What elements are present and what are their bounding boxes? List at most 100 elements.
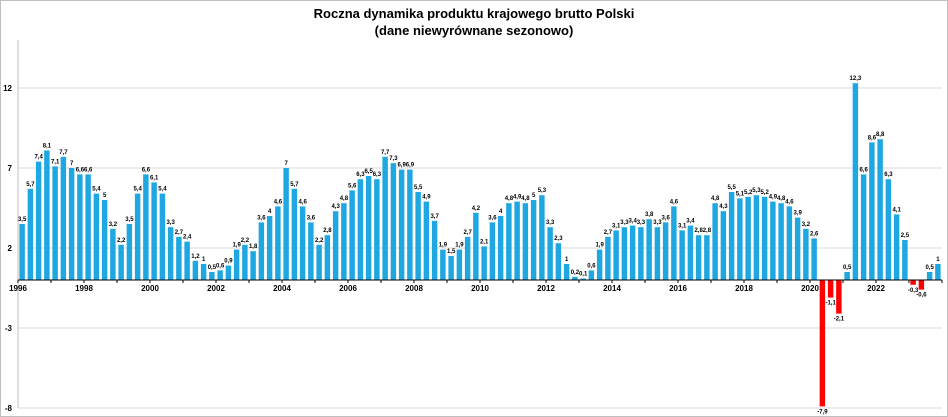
data-label: 1,2 (191, 254, 200, 260)
bar (217, 270, 223, 280)
bar (118, 244, 124, 280)
data-label: 2,8 (703, 228, 712, 234)
data-label: 4,1 (892, 207, 901, 213)
data-label: 4,9 (422, 195, 431, 201)
bar (679, 230, 685, 280)
bar (885, 179, 892, 280)
bar (819, 280, 826, 407)
x-tick-label: 2020 (801, 284, 819, 293)
bar (621, 227, 628, 280)
data-label: 5,4 (133, 187, 142, 193)
data-label: 8,8 (876, 132, 885, 138)
bar (242, 244, 248, 280)
data-label: 6,1 (150, 175, 159, 181)
bar (712, 203, 718, 280)
bar (134, 193, 141, 280)
bar (572, 276, 578, 280)
bar (654, 227, 661, 280)
bar (687, 225, 694, 280)
bar (728, 192, 735, 280)
bar (563, 264, 570, 280)
bar (539, 195, 545, 280)
bar (893, 214, 900, 280)
bar (662, 222, 669, 280)
x-tick-label: 2008 (405, 284, 423, 293)
bar (720, 211, 727, 280)
bar (555, 243, 562, 280)
bar (151, 182, 157, 280)
bar (93, 193, 100, 280)
bar (588, 270, 595, 280)
data-label: 2,8 (323, 228, 332, 234)
x-tick-label: 2006 (339, 284, 357, 293)
data-label: 4,2 (472, 206, 481, 212)
data-label: 5,3 (538, 188, 547, 194)
bar (225, 265, 232, 280)
data-label: 2,7 (604, 230, 613, 236)
bar (192, 260, 199, 280)
bar (283, 168, 289, 280)
data-label: 3,3 (653, 220, 662, 226)
bar (605, 236, 611, 280)
data-label: 1 (565, 257, 569, 263)
data-label: 6,6 (142, 167, 151, 173)
data-label: -7,9 (817, 409, 828, 415)
data-label: 4,3 (331, 204, 340, 210)
data-label: 3,6 (488, 215, 497, 221)
bar (291, 188, 298, 280)
data-label: 3,9 (793, 211, 802, 217)
data-label: 4 (499, 209, 503, 215)
x-tick-label: 2004 (273, 284, 291, 293)
data-label: 1 (936, 257, 940, 263)
bar (44, 150, 50, 280)
bar (935, 264, 941, 280)
data-label: 4,9 (769, 195, 778, 201)
bar (770, 201, 776, 280)
data-label: 0,2 (571, 270, 580, 276)
data-label: 6,3 (373, 172, 382, 178)
bar (299, 206, 306, 280)
data-label: -2,1 (834, 317, 845, 323)
data-label: 3,7 (430, 214, 439, 220)
data-label: 2,5 (901, 233, 910, 239)
bar (704, 235, 710, 280)
bar (761, 196, 768, 280)
data-label: 0,6 (216, 263, 225, 269)
bar (481, 246, 487, 280)
data-label: 3,6 (257, 215, 266, 221)
y-tick-label: 12 (3, 84, 12, 93)
data-label: 5,4 (92, 187, 101, 193)
bar (629, 225, 636, 280)
bar (596, 249, 603, 280)
bar (398, 169, 405, 280)
data-label: 0,9 (224, 259, 233, 265)
data-label: 4,8 (521, 196, 530, 202)
bar (423, 201, 430, 280)
bar (827, 280, 834, 298)
bar (341, 203, 347, 280)
data-label: 2,6 (810, 231, 819, 237)
data-label: 6,6 (76, 167, 85, 173)
data-label: 5,2 (744, 190, 753, 196)
data-label: 1 (202, 257, 206, 263)
x-tick-label: 2000 (141, 284, 159, 293)
data-label: 1,9 (595, 243, 604, 249)
y-tick-label: -3 (5, 324, 13, 333)
bar (374, 179, 380, 280)
data-label: 3,1 (678, 223, 687, 229)
data-label: 3,3 (166, 220, 175, 226)
data-label: -0,3 (908, 288, 919, 294)
bar (753, 195, 760, 280)
bar (671, 206, 677, 280)
data-label: 3,3 (620, 220, 629, 226)
bar (390, 163, 397, 280)
bar (464, 236, 471, 280)
bar (266, 216, 273, 280)
bar (35, 161, 42, 280)
data-label: 1,9 (232, 243, 241, 249)
bar (324, 235, 331, 280)
data-label: 5,6 (348, 183, 357, 189)
data-label: -0,6 (916, 293, 927, 299)
bar (844, 272, 850, 280)
data-label: 3,8 (645, 212, 654, 218)
